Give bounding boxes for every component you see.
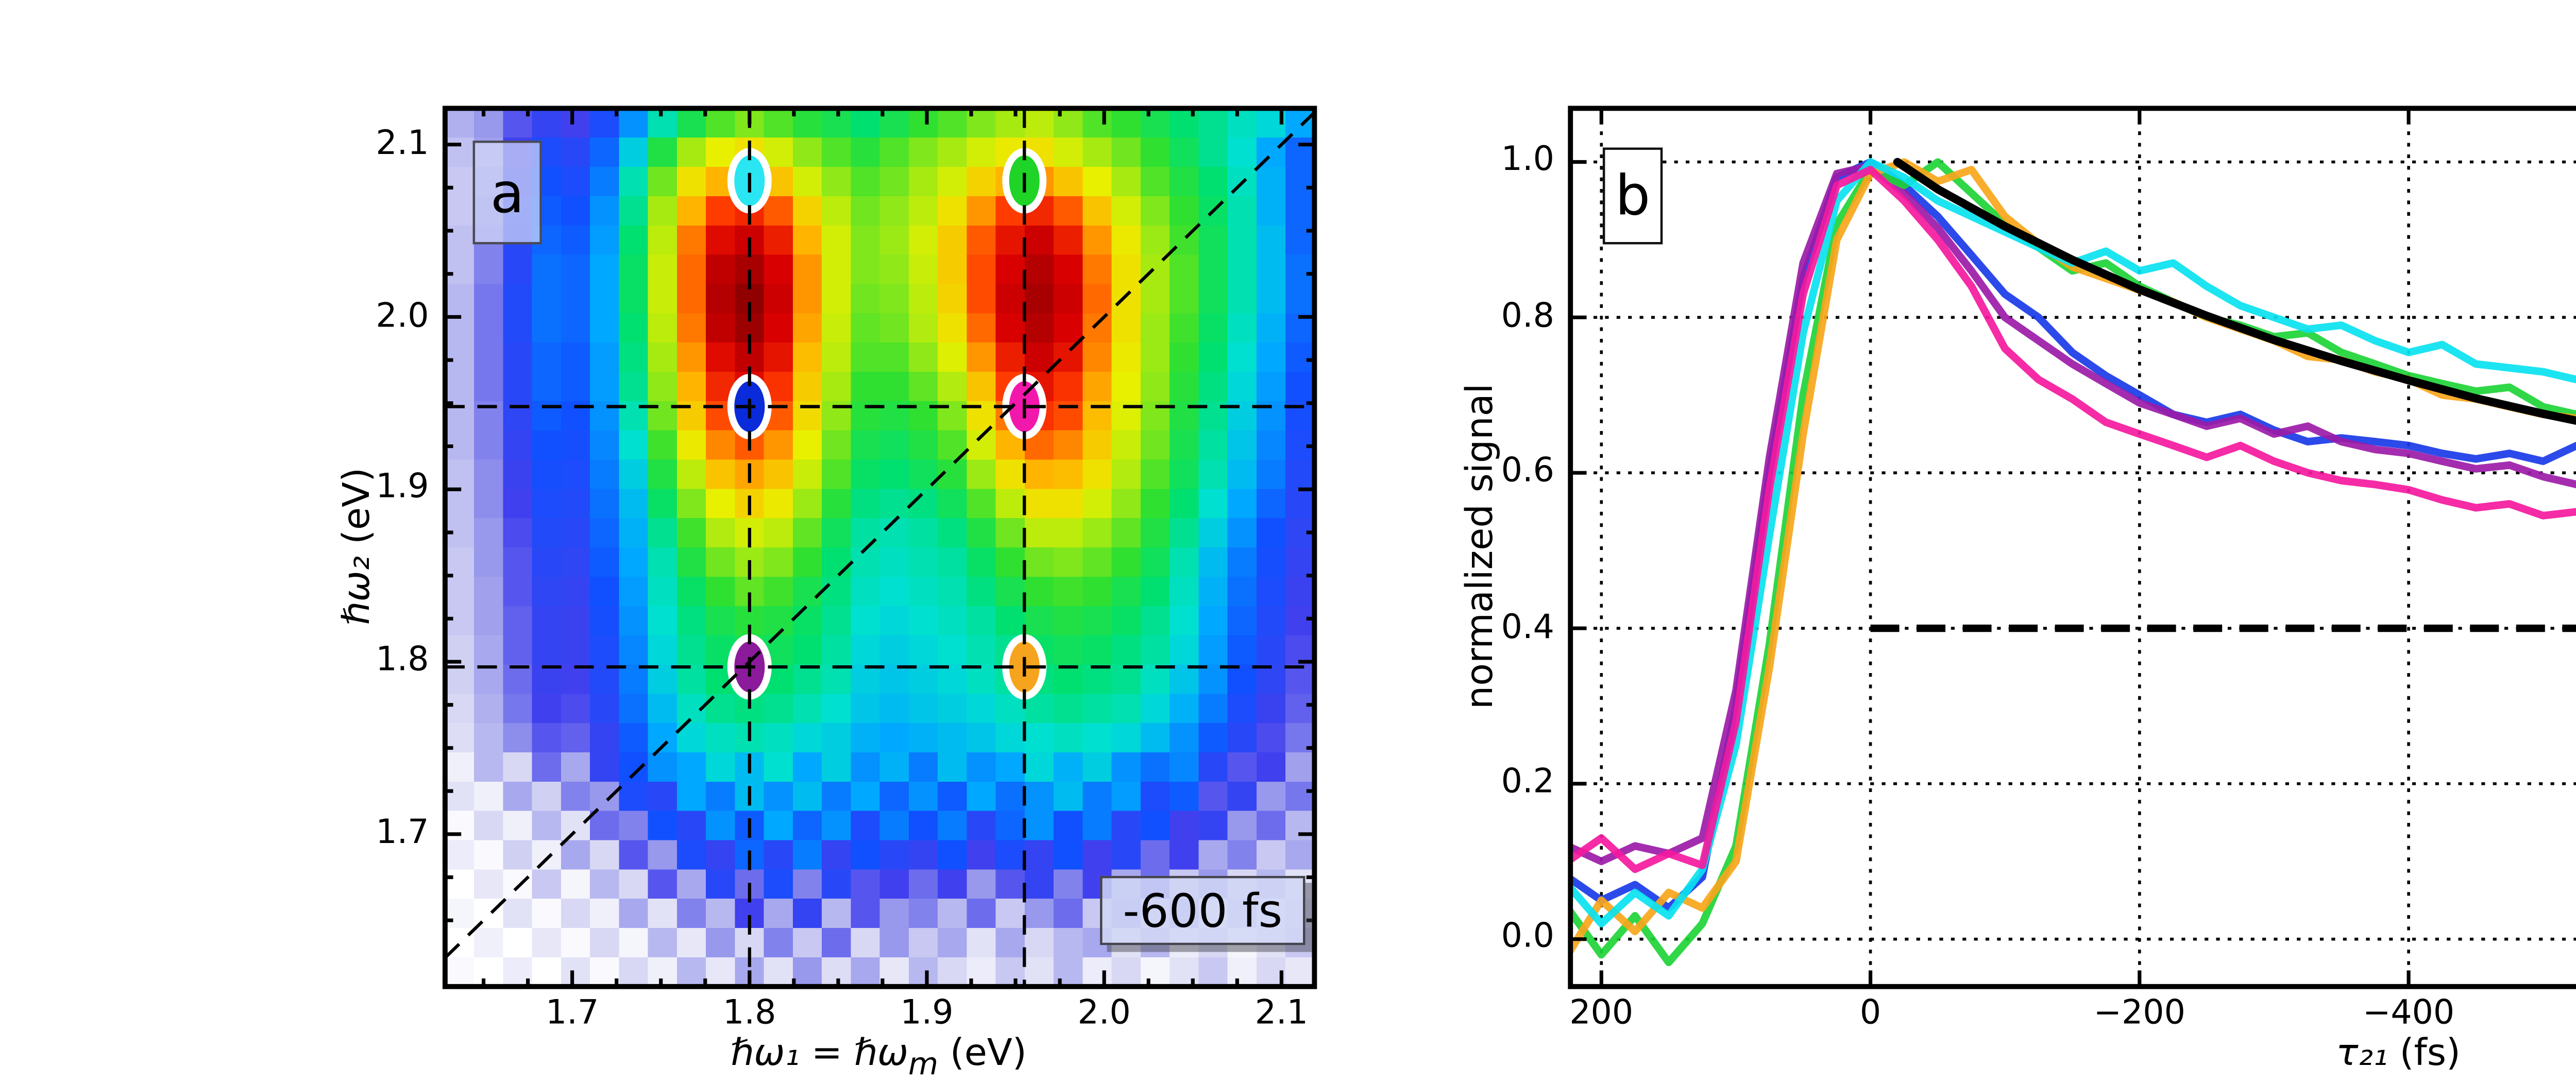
trace-purple [1570, 162, 2576, 866]
panel-b-ytick-0.0: 0.0 [1501, 920, 1554, 957]
panel-a-ytick-2.0: 2.0 [376, 298, 429, 335]
panel-a-xlabel-unit: (eV) [938, 1030, 1027, 1074]
panel-a-xlabel: ℏω₁ = ℏωm (eV) [731, 1034, 1027, 1084]
diagonal-dashed-line [444, 111, 1316, 959]
delay-time-label: -600 fs [1123, 883, 1283, 938]
panel-b-frame [1568, 106, 2576, 989]
panel-b-ytick-0.6: 0.6 [1501, 454, 1554, 491]
panel-a-frame [442, 106, 1317, 989]
panel-a-xlabel-math: ℏω₁ = ℏω [730, 1030, 908, 1074]
panel-a-ytick-1.9: 1.9 [376, 470, 429, 507]
panel-b-xtick-−200: −200 [2093, 995, 2185, 1033]
panel-b-xtick-200: 200 [1569, 995, 1634, 1033]
panel-b-xtick-−400: −400 [2362, 995, 2455, 1033]
trace-blue [1570, 158, 2576, 912]
delay-time-badge: -600 fs [1100, 875, 1306, 945]
panel-b-ylabel: normalized signal [1457, 383, 1501, 710]
panel-b-xlabel-unit: (fs) [2387, 1030, 2461, 1074]
panel-a-xtick-1.9: 1.9 [900, 995, 954, 1033]
trace-cyan [1570, 158, 2576, 927]
panel-a-xtick-2.0: 2.0 [1077, 995, 1131, 1033]
panel-b-xlabel-math: τ₂₁ [2336, 1030, 2388, 1074]
trace-magenta [1570, 166, 2576, 873]
panel-a-xtick-1.7: 1.7 [546, 995, 599, 1033]
panel-a-xtick-1.8: 1.8 [723, 995, 776, 1033]
panel-a-ylabel-unit: (eV) [334, 467, 379, 556]
trace-green [1570, 158, 2576, 967]
panel-a-ylabel: ℏω₂ (eV) [334, 468, 378, 625]
panel-b-tag: b [1602, 147, 1663, 245]
panel-a-xtick-2.1: 2.1 [1255, 995, 1308, 1033]
panel-a-ytick-1.8: 1.8 [376, 643, 429, 680]
panel-b-xtick-0: 0 [1859, 995, 1882, 1033]
panel-b-tag-label: b [1615, 163, 1651, 229]
panel-a-tag-label: a [490, 160, 524, 225]
panel-b-ytick-0.8: 0.8 [1501, 298, 1554, 335]
panel-b-xlabel: τ₂₁ (fs) [2336, 1034, 2461, 1072]
panel-a-ytick-2.1: 2.1 [376, 125, 429, 163]
panel-b-ytick-0.4: 0.4 [1501, 609, 1554, 646]
panel-a-tag: a [472, 141, 542, 245]
panel-b-ytick-0.2: 0.2 [1501, 764, 1554, 802]
panel-a-ytick-1.7: 1.7 [376, 815, 429, 852]
panel-b-ytick-1.0: 1.0 [1501, 143, 1554, 180]
curves-group [1570, 158, 2576, 967]
trace-orange [1570, 158, 2576, 958]
fit-black [1893, 158, 2576, 425]
panel-a-ylabel-math: ℏω₂ [334, 556, 379, 625]
panel-a-xlabel-sub: m [908, 1049, 939, 1084]
